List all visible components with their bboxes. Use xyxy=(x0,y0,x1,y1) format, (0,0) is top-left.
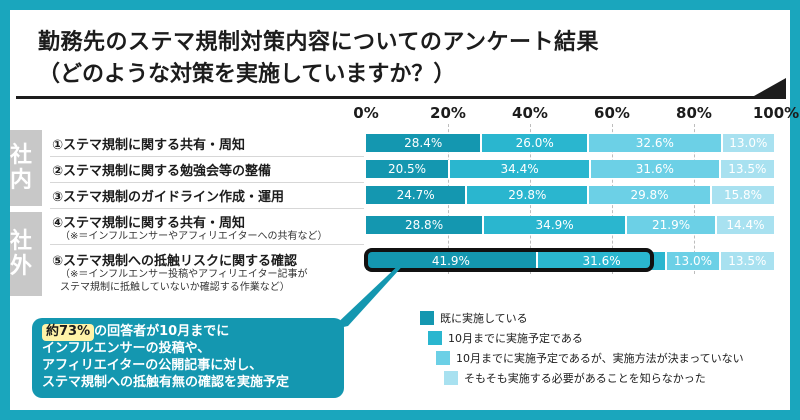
row-divider xyxy=(50,156,364,157)
callout-pointer xyxy=(330,260,408,330)
bar-segment: 14.4% xyxy=(716,216,776,234)
legend-label: 10月までに実施予定であるが、実施方法が決まっていない xyxy=(456,352,744,365)
row-label-1-text: ①ステマ規制に関する共有・周知 xyxy=(52,138,246,153)
bar-segment: 13.0% xyxy=(722,134,776,152)
row-label-2: ②ステマ規制に関する勉強会等の整備 xyxy=(52,160,271,179)
bar-segment: 31.6% xyxy=(537,252,668,270)
callout-line-3: アフィリエイターの公開記事に対し、 xyxy=(42,357,263,373)
row-label-4-note: （※＝インフルエンサーやアフィリエイターへの共有など） xyxy=(60,231,328,242)
row-label-3-text: ③ステマ規制のガイドライン作成・運用 xyxy=(52,190,285,205)
group-label-external-text: 社外 xyxy=(10,228,33,279)
group-label-internal: 社内 xyxy=(10,130,42,206)
legend-item: 10月までに実施予定である xyxy=(428,330,583,346)
bar-segment: 31.6% xyxy=(591,160,721,178)
legend-item: そもそも実施する必要があることを知らなかった xyxy=(444,370,706,386)
title-arrow-icon xyxy=(754,78,786,96)
bar-segment: 29.8% xyxy=(467,186,590,204)
legend-swatch xyxy=(444,371,458,385)
row-divider xyxy=(50,182,364,183)
title-underline xyxy=(16,96,786,99)
callout-leader xyxy=(330,260,408,330)
row-label-4-text: ④ステマ規制に関する共有・周知 xyxy=(52,216,246,231)
row-label-2-text: ②ステマ規制に関する勉強会等の整備 xyxy=(52,164,272,179)
bar-segment: 13.0% xyxy=(667,252,721,270)
x-tick-label: 60% xyxy=(594,104,630,122)
legend-swatch xyxy=(436,351,450,365)
bar-segment: 15.8% xyxy=(711,186,777,204)
chart-subtitle: （どのような対策を実施していますか？） xyxy=(38,62,456,87)
x-tick-label: 100% xyxy=(752,104,800,122)
callout-badge: 約73% xyxy=(42,324,95,341)
legend-item: 既に実施している xyxy=(420,310,528,326)
bar-segment: 29.8% xyxy=(589,186,712,204)
legend-label: 10月までに実施予定である xyxy=(448,332,583,345)
bar-segment: 28.4% xyxy=(366,134,483,152)
row-label-3: ③ステマ規制のガイドライン作成・運用 xyxy=(52,186,284,205)
row-label-5: ⑤ステマ規制への抵触リスクに関する確認 （※＝インフルエンサー投稿やアフィリエイ… xyxy=(52,250,307,294)
group-label-external: 社外 xyxy=(10,212,42,296)
row-label-1: ①ステマ規制に関する共有・周知 xyxy=(52,134,245,153)
legend-item: 10月までに実施予定であるが、実施方法が決まっていない xyxy=(436,350,744,366)
row-label-4: ④ステマ規制に関する共有・周知 （※＝インフルエンサーやアフィリエイターへの共有… xyxy=(52,212,327,244)
x-tick-label: 40% xyxy=(512,104,548,122)
row-label-5-note: （※＝インフルエンサー投稿やアフィリエイター記事が xyxy=(60,269,308,280)
callout-line-2: インフルエンサーの投稿や、 xyxy=(42,340,211,356)
bar-segment: 24.7% xyxy=(366,186,468,204)
callout-line-4: ステマ規制への抵触有無の確認を実施予定 xyxy=(42,374,290,390)
bar-segment: 28.8% xyxy=(366,216,485,234)
legend-label: そもそも実施する必要があることを知らなかった xyxy=(464,372,706,385)
callout-box: 約73% の回答者が10月までに インフルエンサーの投稿や、 アフィリエイターの公… xyxy=(32,318,344,398)
legend-label: 既に実施している xyxy=(440,312,528,325)
chart-title: 勤務先のステマ規制対策内容についてのアンケート結果 xyxy=(38,30,599,55)
legend-swatch xyxy=(420,311,434,325)
bar-segment: 20.5% xyxy=(366,160,451,178)
row-divider xyxy=(50,244,364,245)
x-tick-label: 80% xyxy=(676,104,712,122)
x-tick-label: 0% xyxy=(353,104,379,122)
bar-segment: 13.5% xyxy=(720,252,776,270)
legend-swatch xyxy=(428,331,442,345)
bar-segment: 26.0% xyxy=(482,134,590,152)
bar-segment: 41.9% xyxy=(366,252,538,270)
row-divider xyxy=(50,208,364,209)
bar-segment: 34.9% xyxy=(484,216,628,234)
group-label-internal-text: 社内 xyxy=(10,142,33,193)
row-label-5-text: ⑤ステマ規制への抵触リスクに関する確認 xyxy=(52,254,298,269)
row-label-5-note2: ステマ規制に抵触していないか確認する作業など） xyxy=(60,281,290,293)
callout-line-1: 約73% の回答者が10月までに xyxy=(42,324,334,341)
bar-segment: 34.4% xyxy=(450,160,592,178)
bar-segment: 13.5% xyxy=(720,160,776,178)
callout-line-1-text: の回答者が10月までに xyxy=(94,324,230,339)
highlight-frame xyxy=(364,248,654,272)
bar-segment: 32.6% xyxy=(589,134,723,152)
bar-segment: 21.9% xyxy=(627,216,717,234)
x-tick-label: 20% xyxy=(430,104,466,122)
